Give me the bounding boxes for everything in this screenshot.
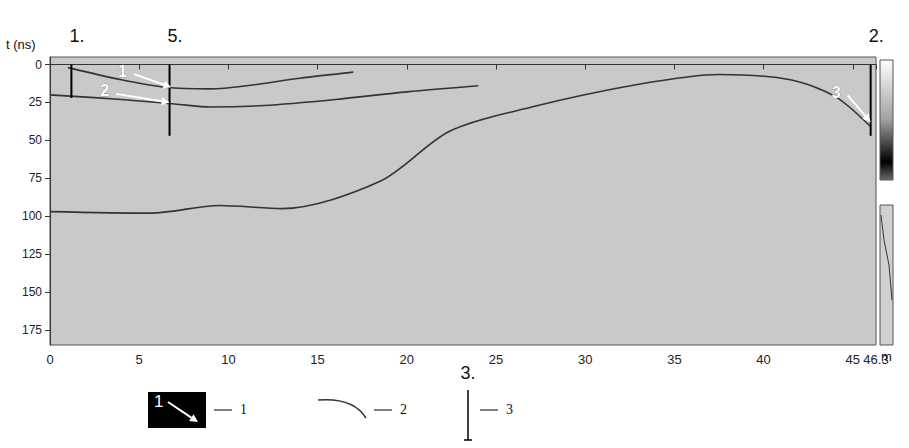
svg-text:3.: 3. [460,363,475,383]
svg-text:35: 35 [667,352,681,367]
svg-text:5: 5 [136,352,143,367]
svg-text:25: 25 [29,95,43,109]
svg-text:1.: 1. [69,26,84,46]
svg-text:15: 15 [310,352,324,367]
svg-text:0: 0 [35,58,42,72]
svg-text:1: 1 [118,63,127,80]
svg-text:5.: 5. [168,26,183,46]
svg-text:30: 30 [578,352,592,367]
svg-text:20: 20 [400,352,414,367]
svg-text:3: 3 [832,84,841,101]
svg-text:2: 2 [100,82,109,99]
svg-text:0: 0 [46,352,53,367]
svg-text:125: 125 [22,247,42,261]
svg-text:150: 150 [22,285,42,299]
svg-text:100: 100 [22,209,42,223]
svg-text:40: 40 [756,352,770,367]
svg-text:1: 1 [154,392,163,411]
svg-text:75: 75 [29,171,43,185]
svg-text:2: 2 [400,402,407,417]
svg-text:1: 1 [240,402,247,417]
svg-text:3: 3 [506,402,513,417]
svg-text:45: 45 [846,352,860,367]
svg-text:50: 50 [29,133,43,147]
svg-text:46.3: 46.3 [863,352,888,367]
svg-text:10: 10 [221,352,235,367]
svg-text:2.: 2. [869,26,884,46]
svg-text:25: 25 [489,352,503,367]
svg-text:t (ns): t (ns) [6,37,36,52]
svg-text:175: 175 [22,323,42,337]
